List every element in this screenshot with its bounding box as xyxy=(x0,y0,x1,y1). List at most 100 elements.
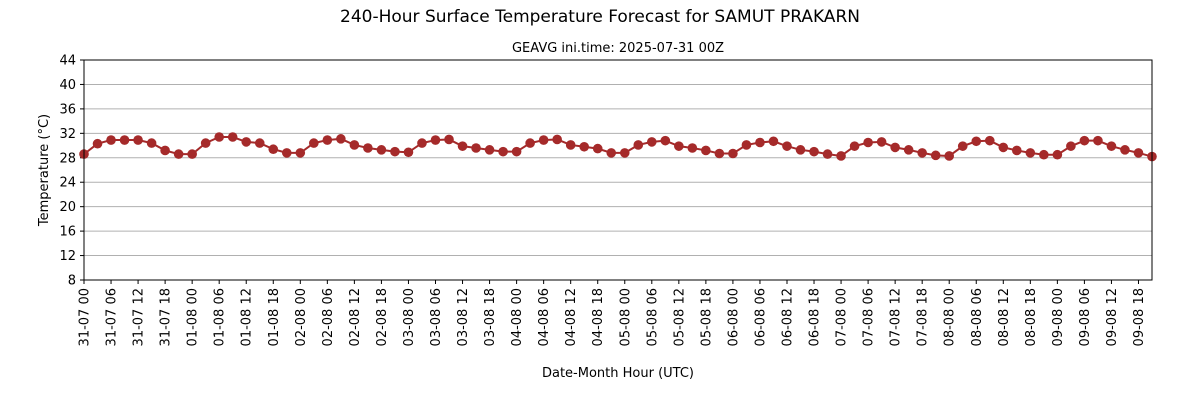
data-point xyxy=(795,145,806,155)
y-tick-label: 44 xyxy=(59,54,76,69)
x-tick-label: 09-08 18 xyxy=(1132,288,1147,346)
data-point xyxy=(728,148,738,159)
x-tick-label: 08-08 06 xyxy=(970,288,985,346)
data-point xyxy=(687,143,698,153)
data-point xyxy=(1120,145,1130,155)
data-point xyxy=(376,145,387,155)
x-tick-label: 06-08 12 xyxy=(780,288,795,346)
data-point xyxy=(579,141,590,152)
x-tick-label: 06-08 18 xyxy=(808,288,823,346)
y-tick-label: 8 xyxy=(68,274,76,289)
x-tick-label: 02-08 18 xyxy=(375,288,390,346)
data-point xyxy=(92,138,103,149)
data-point xyxy=(403,147,414,158)
data-point xyxy=(309,138,319,148)
x-tick-label: 05-08 00 xyxy=(618,288,633,346)
data-point xyxy=(484,145,495,155)
data-point xyxy=(782,141,792,151)
data-point xyxy=(822,149,833,159)
data-point xyxy=(471,143,481,153)
data-point xyxy=(457,141,468,151)
data-point xyxy=(903,145,914,155)
data-point xyxy=(430,135,441,145)
y-tick-label: 40 xyxy=(59,78,76,93)
data-point xyxy=(809,146,819,157)
data-point xyxy=(984,135,995,146)
data-point xyxy=(1025,148,1036,158)
x-tick-label: 08-08 18 xyxy=(1024,288,1039,346)
data-point xyxy=(863,137,873,148)
plot-frame xyxy=(83,59,1153,281)
x-tick-label: 31-07 12 xyxy=(132,288,147,346)
x-tick-label: 07-08 18 xyxy=(916,288,931,346)
data-point xyxy=(254,138,265,148)
data-point xyxy=(241,137,252,147)
x-tick-label: 03-08 00 xyxy=(402,288,417,346)
data-point xyxy=(890,142,900,153)
y-tick-label: 12 xyxy=(59,249,76,264)
data-point xyxy=(998,142,1009,153)
data-point xyxy=(511,146,522,157)
x-tick-label: 02-08 12 xyxy=(348,288,363,346)
data-point xyxy=(1052,149,1063,160)
x-axis-label: Date-Month Hour (UTC) xyxy=(542,366,694,381)
data-point xyxy=(836,151,846,161)
gridlines xyxy=(84,59,1152,281)
data-point xyxy=(322,135,333,145)
data-point xyxy=(944,151,955,161)
x-tick-label: 01-08 18 xyxy=(267,288,282,346)
y-axis-label: Temperature (°C) xyxy=(37,114,52,227)
x-axis-ticks: 31-07 00 31-07 06 31-07 12 31-07 18 01-08 00… xyxy=(78,280,1147,346)
data-point xyxy=(417,138,427,148)
y-tick-label: 24 xyxy=(59,176,76,191)
x-tick-label: 03-08 18 xyxy=(483,288,498,346)
x-tick-label: 07-08 06 xyxy=(862,288,877,346)
x-tick-label: 09-08 12 xyxy=(1105,288,1120,346)
data-point xyxy=(498,146,508,157)
data-point xyxy=(930,150,941,161)
data-point xyxy=(173,149,184,159)
x-tick-label: 01-08 12 xyxy=(240,288,255,346)
data-point xyxy=(227,132,238,142)
data-point xyxy=(187,149,197,159)
data-point xyxy=(200,138,211,148)
data-point xyxy=(1093,135,1103,146)
x-tick-label: 07-08 00 xyxy=(835,288,850,346)
x-tick-label: 08-08 12 xyxy=(997,288,1012,346)
data-point xyxy=(1079,135,1090,146)
data-point xyxy=(390,146,400,157)
x-tick-label: 03-08 06 xyxy=(429,288,444,346)
data-point xyxy=(646,137,657,147)
data-point xyxy=(741,140,752,150)
data-point xyxy=(1133,148,1144,158)
data-point xyxy=(1066,141,1076,151)
x-tick-label: 05-08 12 xyxy=(672,288,687,346)
x-tick-label: 04-08 18 xyxy=(591,288,606,346)
data-point xyxy=(119,135,130,145)
x-tick-label: 31-07 00 xyxy=(78,288,93,346)
data-point xyxy=(525,138,535,148)
data-point xyxy=(349,140,360,150)
data-point xyxy=(619,148,630,158)
x-tick-label: 02-08 00 xyxy=(294,288,309,346)
data-point xyxy=(444,134,454,145)
y-axis-ticks: 8 12 16 20 24 28 32 36 40 44 xyxy=(59,54,84,289)
data-point xyxy=(1106,141,1117,151)
data-point xyxy=(146,138,157,148)
data-point xyxy=(714,148,725,159)
series-temperature xyxy=(79,132,1157,162)
x-tick-label: 08-08 00 xyxy=(943,288,958,346)
data-point xyxy=(768,136,779,147)
data-point xyxy=(660,135,671,146)
data-point xyxy=(633,140,644,150)
data-point xyxy=(295,148,306,158)
data-point xyxy=(552,134,562,145)
x-tick-label: 04-08 06 xyxy=(537,288,552,346)
data-point xyxy=(917,148,927,158)
chart-subtitle: GEAVG ini.time: 2025-07-31 00Z xyxy=(512,41,724,56)
data-point xyxy=(755,137,765,148)
data-point xyxy=(268,144,279,155)
y-tick-label: 28 xyxy=(59,151,76,166)
data-point xyxy=(133,135,143,145)
